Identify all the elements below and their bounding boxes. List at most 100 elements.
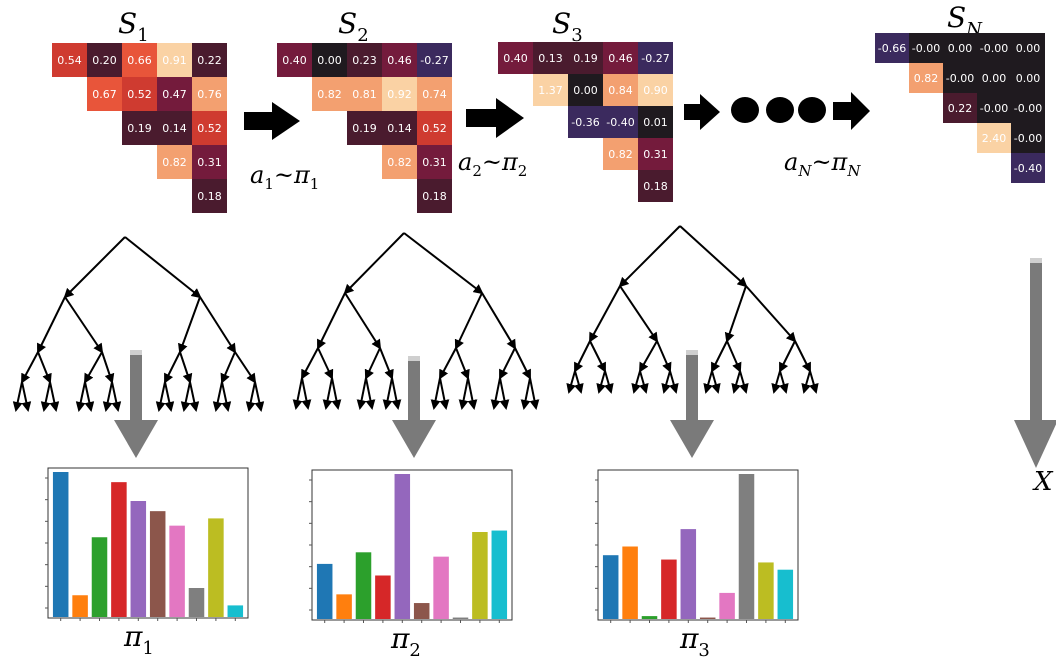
matrix-cell-value: 0.23 — [352, 54, 377, 67]
tree-edge — [455, 347, 470, 380]
transition-arrow-1 — [244, 102, 300, 140]
tree-edge — [771, 370, 782, 394]
matrix-cell — [875, 33, 909, 63]
tree-edge — [458, 377, 469, 410]
tree-edge — [178, 296, 201, 354]
search-tree-1 — [12, 236, 265, 412]
matrix-cell — [157, 77, 192, 111]
matrix-cell-value: 0.52 — [127, 88, 152, 101]
bar-6 — [699, 617, 716, 619]
matrix-cell-value: 0.67 — [92, 88, 117, 101]
matrix-cell — [1011, 93, 1045, 123]
matrix-cell — [638, 138, 673, 170]
tree-edge — [618, 225, 681, 288]
bar-7 — [719, 592, 735, 619]
tree-edge — [403, 232, 484, 295]
matrix-cell-value: -0.00 — [912, 42, 940, 55]
bar-1 — [316, 563, 333, 619]
tree-edge — [40, 381, 51, 412]
bar-4 — [375, 575, 391, 619]
matrix-cell-value: -0.36 — [571, 116, 599, 129]
matrix-cell-value: 0.40 — [503, 52, 528, 65]
matrix-cell-value: -0.27 — [420, 54, 448, 67]
tree-edge — [779, 340, 796, 373]
tree-edge — [499, 377, 510, 410]
matrix-cell — [638, 170, 673, 202]
matrix-cell-value: 0.82 — [162, 156, 187, 169]
bar-3 — [355, 552, 372, 619]
bar-9 — [758, 562, 774, 619]
matrix-cell-value: -0.40 — [606, 116, 634, 129]
tree-edge — [221, 381, 232, 412]
tree-edge — [49, 381, 60, 412]
matrix-cell — [382, 145, 417, 179]
tree-edge — [12, 381, 23, 412]
bar-5 — [394, 474, 411, 619]
matrix-cell-value: 0.00 — [317, 54, 342, 67]
bar-8 — [738, 474, 755, 619]
matrix-cell — [157, 43, 192, 77]
search-trees — [12, 225, 819, 412]
matrix-cell-value: 0.00 — [1016, 72, 1041, 85]
matrix-cell — [603, 138, 638, 170]
tree-edge — [726, 340, 742, 373]
matrix-cell-value: 0.20 — [92, 54, 117, 67]
tree-edge — [738, 370, 749, 394]
tree-edge — [514, 347, 531, 380]
matrix-cell-value: -0.00 — [980, 102, 1008, 115]
matrix-cell — [192, 179, 227, 213]
policy-label-pi3: π3 — [679, 622, 710, 661]
matrix-cell — [1011, 33, 1045, 63]
tree-edge — [439, 377, 450, 410]
matrix-cell-value: 0.74 — [422, 88, 447, 101]
bar-9 — [472, 532, 488, 619]
matrix-cell-value: 0.00 — [1016, 42, 1041, 55]
bar-7 — [169, 525, 185, 617]
matrix-cell — [943, 63, 977, 93]
bar-1 — [602, 555, 619, 619]
matrix-cell-value: 0.19 — [127, 122, 152, 135]
tree-edge — [454, 292, 483, 350]
matrix-cell — [977, 123, 1011, 153]
matrix-1: 0.54 0.20 0.66 0.91 0.22 0.67 0.52 0.47 0.76 0.19… — [52, 43, 227, 213]
tree-edge — [778, 370, 789, 394]
matrix-cell — [977, 33, 1011, 63]
tree-edge — [656, 340, 672, 373]
tree-edge — [794, 340, 811, 373]
matrix-cell — [909, 63, 943, 93]
matrix-cell-value: 0.47 — [162, 88, 187, 101]
matrix-cell-value: 0.19 — [573, 52, 598, 65]
tree-edge — [64, 296, 104, 354]
matrix-cell — [417, 179, 452, 213]
tree-edge — [245, 381, 256, 412]
matrix-cell — [382, 43, 417, 77]
bar-6 — [413, 603, 430, 619]
matrix-cell — [347, 43, 382, 77]
action-label-1: a1~π1 — [250, 161, 319, 193]
matrix-cell-value: -0.00 — [946, 72, 974, 85]
tree-edge — [467, 377, 478, 410]
tree-edge — [589, 340, 606, 373]
tree-edge — [808, 370, 819, 394]
policy-label-pi2: π2 — [390, 622, 421, 661]
bar-1 — [52, 472, 69, 617]
tree-edge — [84, 381, 95, 412]
tree-edge — [164, 381, 175, 412]
tree-edge — [322, 377, 333, 410]
matrix-cell — [638, 74, 673, 106]
transition-arrow-4 — [833, 92, 870, 130]
matrix-cell-value: -0.00 — [1014, 132, 1042, 145]
tree-edge — [254, 381, 265, 412]
bar-9 — [208, 518, 224, 617]
matrix-cell — [603, 42, 638, 74]
tree-edge — [101, 351, 115, 384]
tree-edge — [745, 285, 797, 343]
state-label-s1: S1 — [118, 7, 149, 46]
bar-10 — [491, 530, 508, 619]
tree-edge — [711, 340, 728, 373]
tree-edge — [439, 347, 457, 380]
bar-5 — [130, 501, 147, 617]
policy-bar-chart-2 — [309, 469, 513, 623]
tree-edge — [317, 292, 346, 350]
